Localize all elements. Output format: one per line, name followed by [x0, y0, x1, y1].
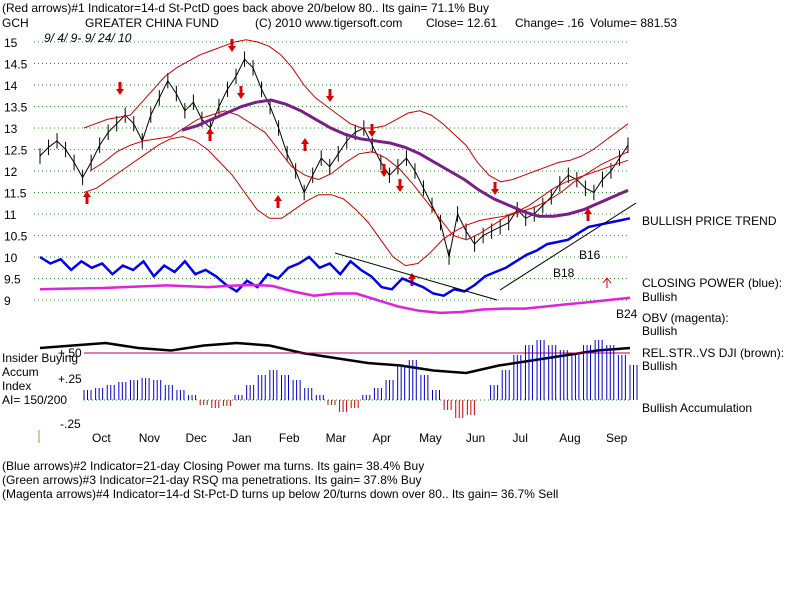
series-upper-band: [83, 39, 629, 183]
signal-arrow-down: [380, 164, 388, 177]
obv-label: OBV (magenta):: [642, 311, 729, 325]
closing-power-status: Bullish: [642, 290, 677, 304]
price-tick-label: 11: [4, 208, 17, 222]
month-label: Sep: [606, 431, 628, 445]
signal-arrow-up: [206, 128, 214, 141]
price-tick-label: 13.5: [4, 101, 28, 115]
accum-status: Bullish Accumulation: [642, 401, 752, 415]
volume-value: Volume= 881.53: [590, 16, 677, 30]
price-tick-label: 15: [4, 36, 18, 50]
month-label: Jul: [513, 431, 528, 445]
accumulation-panel: [83, 340, 638, 418]
b18-label: B18: [553, 266, 575, 280]
series-moving-average: [181, 98, 629, 218]
price-tick-label: 14: [4, 79, 18, 93]
copyright: (C) 2010 www.tigersoft.com: [255, 16, 402, 30]
rel-str-label: REL.STR..VS DJI (brown):: [642, 346, 784, 360]
month-label: Apr: [372, 431, 391, 445]
insider-line-1: Insider Buying: [2, 351, 78, 365]
insider-line-2: Accum: [2, 365, 39, 379]
month-label: Aug: [559, 431, 580, 445]
insider-line-3: Index: [2, 379, 31, 393]
signal-arrow-up: [301, 138, 309, 151]
fund-name: GREATER CHINA FUND: [85, 16, 219, 30]
indicator-lines: [39, 202, 637, 375]
month-label: Jan: [232, 431, 251, 445]
price-tick-label: 10: [4, 251, 18, 265]
b24-label: B24: [616, 307, 638, 321]
price-tick-label: 11.5: [4, 187, 27, 201]
signal-arrow-down: [237, 86, 245, 99]
price-trendline: [499, 202, 637, 291]
signal-arrow-up: [274, 195, 282, 208]
footer-line-2: (Green arrows)#3 Indicator=21-day RSQ ma…: [2, 473, 422, 487]
month-label: Oct: [92, 431, 111, 445]
price-tick-label: 9: [4, 294, 11, 308]
series-lower-band: [83, 136, 629, 267]
month-label: Jun: [466, 431, 485, 445]
indicator-closing-power: [39, 217, 631, 298]
accum-axis-minus25: -.25: [60, 417, 81, 431]
series-inner-band: [89, 110, 629, 241]
rel-str-status: Bullish: [642, 359, 677, 373]
relative-strength-line: [39, 341, 631, 375]
price-axis-ticks: 15 14.5 14 13.5 13 12.5 12 11.5 11 10.5 10 9.5 9: [4, 36, 28, 308]
obv-status: Bullish: [642, 324, 677, 338]
price-tick-label: 9.5: [4, 273, 21, 287]
month-label: Mar: [326, 431, 347, 445]
price-gridlines: [34, 41, 630, 301]
signal-arrow-up: [602, 277, 612, 288]
symbol-label: GCH: [2, 16, 29, 30]
close-value: Close= 12.61: [426, 16, 497, 30]
change-value: Change= .16: [515, 16, 584, 30]
bullish-trend-label: BULLISH PRICE TREND: [642, 214, 777, 228]
signal-arrow-down: [491, 182, 499, 195]
month-label: Feb: [279, 431, 300, 445]
closing-power-trendline: [334, 252, 498, 301]
footer-line-3: (Magenta arrows)#4 Indicator=14-d St-Pct…: [2, 487, 558, 501]
closing-power-label: CLOSING POWER (blue):: [642, 276, 782, 290]
accum-axis-plus25: +.25: [58, 372, 82, 386]
signal-arrow-up: [83, 191, 91, 204]
signal-arrows: [83, 39, 612, 288]
month-label: Nov: [139, 431, 160, 445]
footer-line-1: (Blue arrows)#2 Indicator=21-day Closing…: [2, 459, 424, 473]
ai-value: AI= 150/200: [2, 393, 67, 407]
price-tick-label: 14.5: [4, 58, 28, 72]
signal-arrow-down: [228, 39, 236, 52]
signal-arrow-down: [326, 89, 334, 102]
month-label: May: [419, 431, 442, 445]
month-axis: Oct Nov Dec Jan Feb Mar Apr May Jun Jul Aug Sep: [92, 431, 628, 445]
indicator-obv: [39, 283, 631, 315]
date-range: 9/ 4/ 9- 9/ 24/ 10: [44, 31, 132, 45]
price-series: [39, 39, 629, 267]
signal-arrow-down: [368, 124, 376, 137]
price-tick-label: 13: [4, 122, 18, 136]
price-tick-label: 12: [4, 165, 18, 179]
signal-arrow-down: [116, 82, 124, 95]
signal-arrow-up: [584, 208, 592, 221]
price-tick-label: 12.5: [4, 144, 28, 158]
price-tick-label: 10.5: [4, 230, 28, 244]
signal-arrow-down: [396, 179, 404, 192]
accum-axis-plus50: +.50: [58, 346, 82, 360]
series-close: [39, 58, 629, 258]
header-line-1: (Red arrows)#1 Indicator=14-d St-PctD go…: [2, 1, 489, 15]
month-label: Dec: [185, 431, 206, 445]
b16-label: B16: [579, 248, 601, 262]
